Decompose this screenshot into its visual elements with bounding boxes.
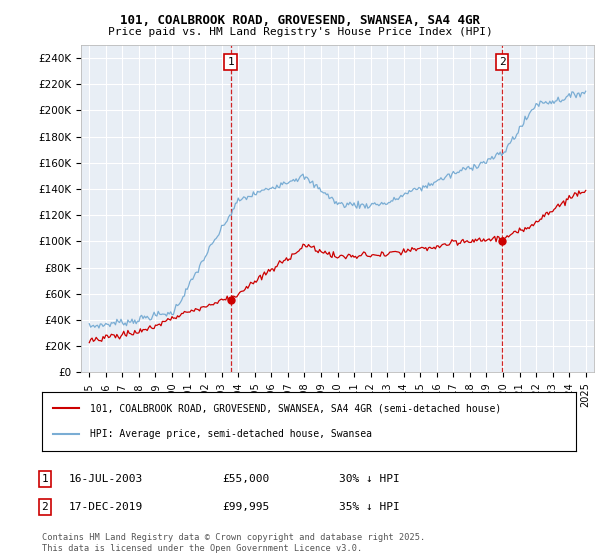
Text: Contains HM Land Registry data © Crown copyright and database right 2025.
This d: Contains HM Land Registry data © Crown c…: [42, 533, 425, 553]
Text: 35% ↓ HPI: 35% ↓ HPI: [339, 502, 400, 512]
Text: £99,995: £99,995: [222, 502, 269, 512]
Text: 30% ↓ HPI: 30% ↓ HPI: [339, 474, 400, 484]
Text: 17-DEC-2019: 17-DEC-2019: [69, 502, 143, 512]
Text: 101, COALBROOK ROAD, GROVESEND, SWANSEA, SA4 4GR (semi-detached house): 101, COALBROOK ROAD, GROVESEND, SWANSEA,…: [90, 403, 502, 413]
Text: 101, COALBROOK ROAD, GROVESEND, SWANSEA, SA4 4GR: 101, COALBROOK ROAD, GROVESEND, SWANSEA,…: [120, 14, 480, 27]
Text: Price paid vs. HM Land Registry's House Price Index (HPI): Price paid vs. HM Land Registry's House …: [107, 27, 493, 37]
Text: 2: 2: [499, 57, 506, 67]
Text: HPI: Average price, semi-detached house, Swansea: HPI: Average price, semi-detached house,…: [90, 430, 372, 440]
Text: 16-JUL-2003: 16-JUL-2003: [69, 474, 143, 484]
Text: 1: 1: [41, 474, 49, 484]
Text: 2: 2: [41, 502, 49, 512]
Text: £55,000: £55,000: [222, 474, 269, 484]
Text: 1: 1: [227, 57, 234, 67]
